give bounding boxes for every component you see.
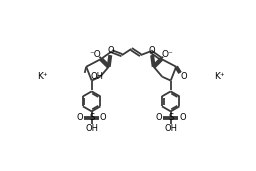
- Text: O: O: [156, 113, 162, 122]
- Text: O: O: [77, 113, 83, 122]
- Text: O: O: [108, 46, 114, 55]
- Text: O: O: [100, 113, 106, 122]
- Text: K⁺: K⁺: [38, 72, 48, 81]
- Text: OH: OH: [164, 124, 177, 133]
- Text: O⁻: O⁻: [162, 50, 174, 59]
- Text: O: O: [179, 113, 186, 122]
- Text: S: S: [89, 113, 94, 122]
- Text: O: O: [180, 72, 187, 81]
- Text: S: S: [168, 113, 173, 122]
- Text: K⁺: K⁺: [214, 72, 225, 81]
- Text: O: O: [148, 46, 155, 55]
- Text: OH: OH: [91, 72, 104, 81]
- Text: OH: OH: [85, 124, 98, 133]
- Text: ⁻O: ⁻O: [89, 50, 101, 59]
